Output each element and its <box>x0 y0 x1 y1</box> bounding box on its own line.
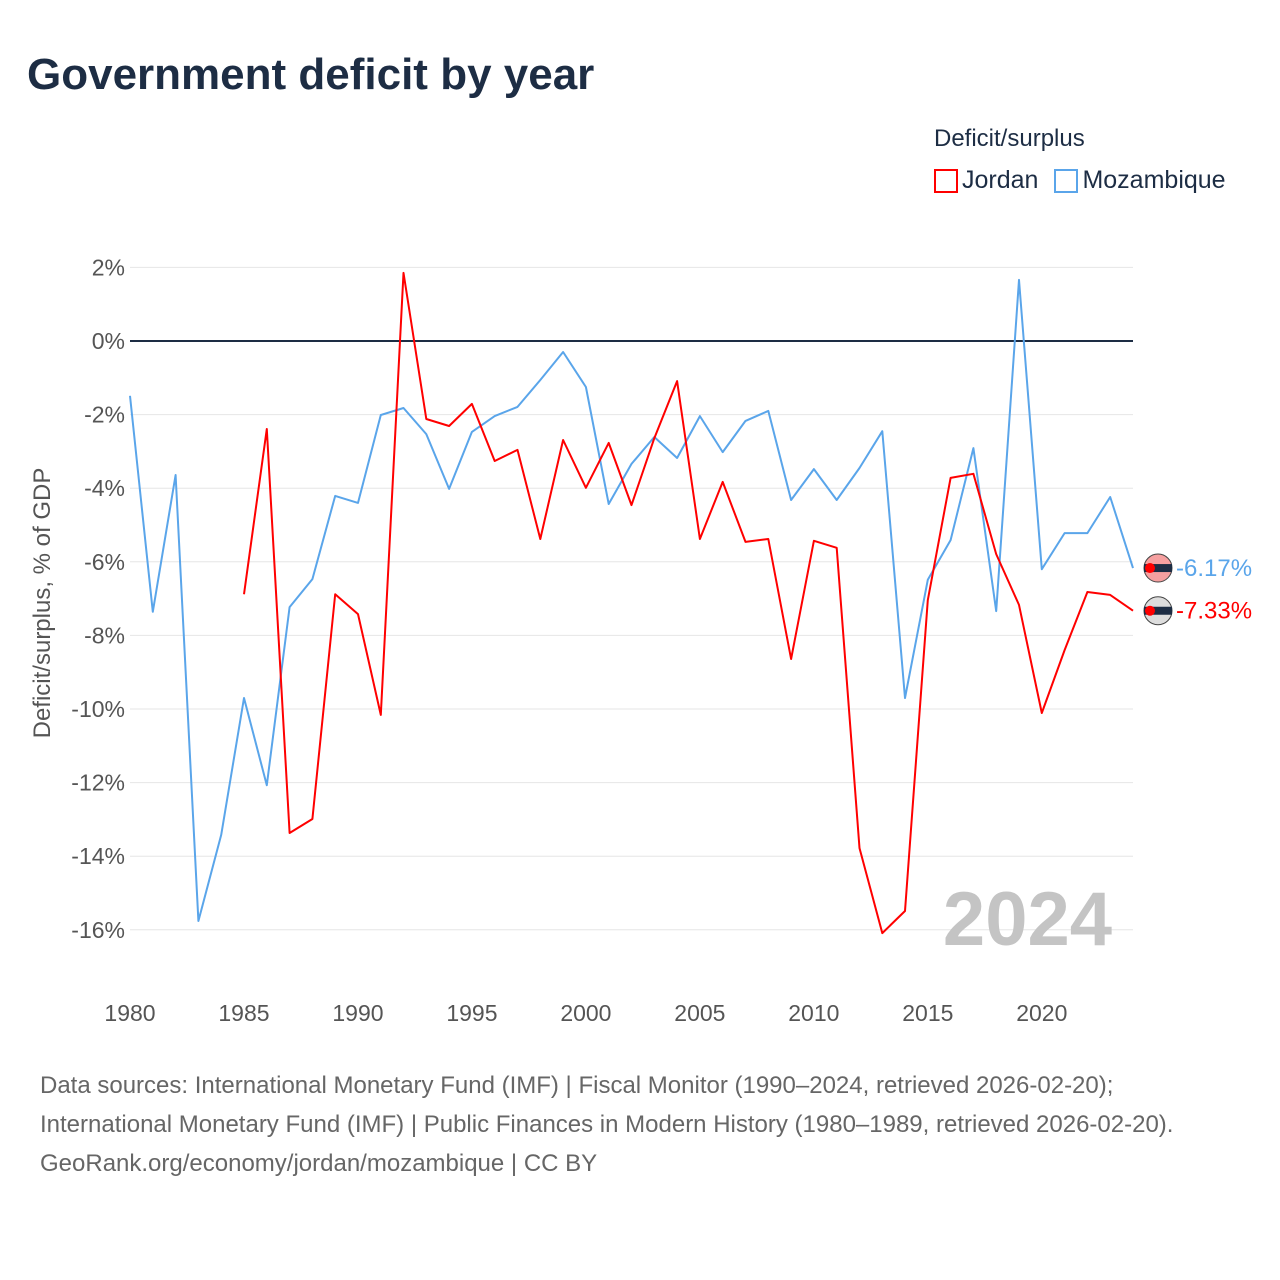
flag-stripe <box>1144 606 1172 615</box>
legend: Jordan Mozambique <box>934 166 1226 195</box>
legend-item-mozambique[interactable]: Mozambique <box>1054 166 1226 195</box>
x-tick-label: 2005 <box>674 1000 725 1026</box>
end-value-label-jordan: -7.33% <box>1176 598 1252 625</box>
x-tick-label: 2015 <box>902 1000 953 1026</box>
y-tick-label: -16% <box>71 917 125 943</box>
y-tick-label: -6% <box>84 549 125 575</box>
footer: Data sources: International Monetary Fun… <box>40 1066 1240 1183</box>
credit-link[interactable]: GeoRank.org/economy/jordan/mozambique | … <box>40 1150 598 1177</box>
year-watermark: 2024 <box>943 877 1112 962</box>
legend-swatch-jordan <box>934 168 958 193</box>
data-sources: Data sources: International Monetary Fun… <box>40 1072 1174 1138</box>
x-tick-label: 1990 <box>332 1000 383 1026</box>
end-marker-mozambique: -6.17% <box>1143 553 1252 583</box>
y-tick-label: -2% <box>84 402 125 428</box>
y-tick-label: -12% <box>71 770 125 796</box>
legend-swatch-mozambique <box>1054 168 1079 193</box>
x-tick-label: 2000 <box>560 1000 611 1026</box>
series-line-mozambique <box>129 278 1134 922</box>
legend-item-jordan[interactable]: Jordan <box>934 166 1038 195</box>
x-tick-label: 1995 <box>446 1000 497 1026</box>
y-tick-label: -14% <box>71 843 125 869</box>
legend-label-mozambique: Mozambique <box>1082 166 1226 194</box>
flag-emblem <box>1145 605 1155 616</box>
x-tick-label: 1980 <box>104 1000 155 1026</box>
y-tick-label: -10% <box>71 696 125 722</box>
y-tick-label: -4% <box>84 475 125 501</box>
x-tick-label: 1985 <box>218 1000 269 1026</box>
flag-emblem <box>1145 563 1155 574</box>
flag-stripe <box>1144 564 1172 573</box>
y-axis-label: Deficit/surplus, % of GDP <box>29 468 56 739</box>
legend-title: Deficit/surplus <box>934 125 1085 152</box>
x-tick-label: 2020 <box>1016 1000 1067 1026</box>
chart-title: Government deficit by year <box>27 50 595 99</box>
x-tick-label: 2010 <box>788 1000 839 1026</box>
y-tick-label: -8% <box>84 622 125 648</box>
y-tick-label: 0% <box>92 328 125 354</box>
legend-label-jordan: Jordan <box>962 166 1039 194</box>
series-line-jordan <box>243 271 1134 935</box>
end-value-label-mozambique: -6.17% <box>1176 555 1252 582</box>
end-marker-jordan: -7.33% <box>1143 596 1252 626</box>
y-tick-label: 2% <box>92 254 125 280</box>
